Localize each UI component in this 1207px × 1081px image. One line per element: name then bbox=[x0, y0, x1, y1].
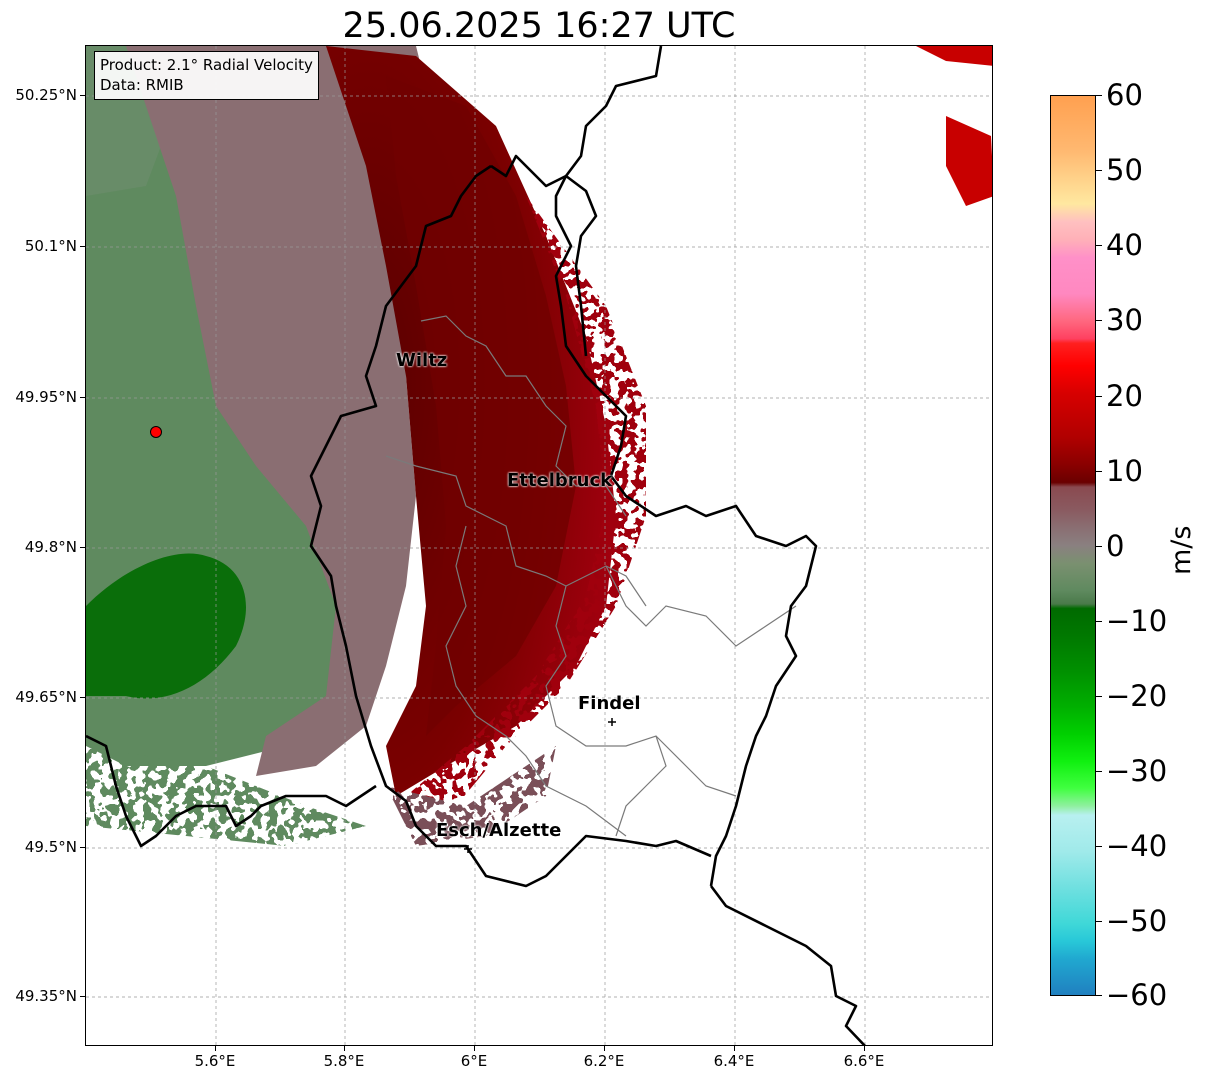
lon-tick-label: 5.6°E bbox=[194, 1052, 236, 1070]
page-title: 25.06.2025 16:27 UTC bbox=[342, 6, 736, 46]
weak-receding-area bbox=[126, 46, 436, 776]
radar-map-canvas bbox=[86, 46, 992, 1045]
lon-tick-mark bbox=[734, 1046, 735, 1051]
velocity-colorbar bbox=[1050, 95, 1096, 996]
lat-tick-label: 49.35°N bbox=[15, 987, 77, 1005]
lat-tick-mark bbox=[80, 397, 85, 398]
colorbar-tick-mark bbox=[1096, 696, 1102, 697]
product-info-box: Product: 2.1° Radial Velocity Data: RMIB bbox=[94, 51, 319, 100]
colorbar-tick-label: 30 bbox=[1106, 303, 1143, 337]
lat-tick-mark bbox=[80, 547, 85, 548]
city-markers bbox=[464, 718, 616, 853]
lat-tick-label: 50.1°N bbox=[24, 237, 77, 255]
colorbar-tick-mark bbox=[1096, 95, 1102, 96]
country-borders bbox=[86, 46, 866, 1045]
colorbar-tick-mark bbox=[1096, 771, 1102, 772]
lat-tick-label: 49.5°N bbox=[24, 838, 77, 856]
colorbar-tick-mark bbox=[1096, 471, 1102, 472]
lon-tick-label: 6.6°E bbox=[843, 1052, 885, 1070]
lat-tick-label: 49.8°N bbox=[24, 538, 77, 556]
city-label-wiltz: Wiltz bbox=[396, 350, 448, 371]
lon-tick-mark bbox=[864, 1046, 865, 1051]
colorbar-tick-label: 10 bbox=[1106, 454, 1143, 488]
radar-map[interactable] bbox=[85, 45, 993, 1046]
colorbar-tick-label: −20 bbox=[1106, 679, 1168, 713]
colorbar-tick-mark bbox=[1096, 621, 1102, 622]
lat-tick-mark bbox=[80, 246, 85, 247]
canton-boundaries bbox=[385, 315, 797, 837]
colorbar-tick-label: 60 bbox=[1106, 78, 1143, 112]
lat-tick-label: 49.95°N bbox=[15, 388, 77, 406]
colorbar-tick-mark bbox=[1096, 846, 1102, 847]
radar-site-marker bbox=[150, 426, 162, 438]
colorbar-tick-label: −50 bbox=[1106, 904, 1168, 938]
colorbar-tick-mark bbox=[1096, 320, 1102, 321]
lat-tick-mark bbox=[80, 996, 85, 997]
lat-tick-mark bbox=[80, 697, 85, 698]
colorbar-tick-label: −40 bbox=[1106, 829, 1168, 863]
product-label: Product: 2.1° Radial Velocity bbox=[100, 56, 313, 74]
city-label-ettelbruck: Ettelbruck bbox=[507, 470, 613, 491]
colorbar-tick-label: 50 bbox=[1106, 153, 1143, 187]
city-label-esch-alzette: Esch/Alzette bbox=[436, 820, 562, 841]
colorbar-tick-mark bbox=[1096, 546, 1102, 547]
lat-tick-label: 49.65°N bbox=[15, 688, 77, 706]
lon-tick-mark bbox=[215, 1046, 216, 1051]
lat-tick-mark bbox=[80, 847, 85, 848]
colorbar-tick-label: −30 bbox=[1106, 754, 1168, 788]
colorbar-tick-label: −10 bbox=[1106, 604, 1168, 638]
lon-tick-label: 6.2°E bbox=[583, 1052, 625, 1070]
lon-tick-label: 6°E bbox=[460, 1052, 488, 1070]
data-source-label: Data: RMIB bbox=[100, 76, 184, 94]
lon-tick-label: 6.4°E bbox=[713, 1052, 755, 1070]
lon-tick-mark bbox=[474, 1046, 475, 1051]
lat-tick-label: 50.25°N bbox=[15, 86, 77, 104]
strong-approaching-area bbox=[86, 553, 246, 699]
gridlines bbox=[86, 46, 992, 1045]
colorbar-tick-mark bbox=[1096, 170, 1102, 171]
colorbar-tick-mark bbox=[1096, 995, 1102, 996]
colorbar-tick-label: 40 bbox=[1106, 228, 1143, 262]
colorbar-unit-label: m/s bbox=[1166, 525, 1197, 575]
lon-tick-mark bbox=[604, 1046, 605, 1051]
colorbar-tick-mark bbox=[1096, 245, 1102, 246]
lon-tick-label: 5.8°E bbox=[323, 1052, 365, 1070]
colorbar-tick-mark bbox=[1096, 921, 1102, 922]
colorbar-tick-label: 20 bbox=[1106, 379, 1143, 413]
lat-tick-mark bbox=[80, 95, 85, 96]
city-label-findel: Findel bbox=[578, 693, 641, 714]
lon-tick-mark bbox=[344, 1046, 345, 1051]
colorbar-tick-label: −60 bbox=[1106, 978, 1168, 1012]
colorbar-tick-mark bbox=[1096, 396, 1102, 397]
colorbar-tick-label: 0 bbox=[1106, 529, 1125, 563]
